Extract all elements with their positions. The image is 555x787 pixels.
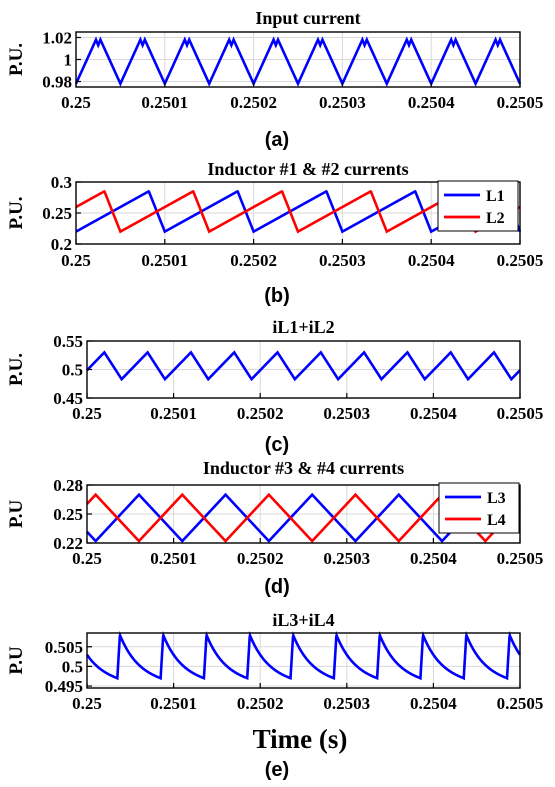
subplot-title: Inductor #3 & #4 currents [203,458,404,478]
subplot-title: Inductor #1 & #2 currents [207,159,408,179]
y-tick-label: 0.5 [62,657,83,676]
legend-label-l1: L1 [486,188,505,205]
y-tick-label: 0.55 [53,332,83,351]
subplot-0: 0.25 0.2501 0.2502 0.2503 0.2504 0.2505 0.98 1 1… [6,8,543,151]
y-tick-label: 0.98 [42,73,72,92]
series-line-l3 [86,492,521,543]
x-tick-label: 0.2503 [319,251,366,270]
subplot-caption: (c) [265,434,289,456]
y-tick-label: 0.28 [53,476,83,495]
y-tick-label: 0.25 [42,204,72,223]
y-tick-label: 0.45 [53,389,83,408]
y-tick-label: 0.5 [62,361,83,380]
y-tick-label: 0.495 [45,677,83,696]
y-axis-label: P.U [6,646,27,675]
y-tick-label: 0.3 [51,173,72,192]
x-tick-label: 0.2505 [497,93,544,112]
x-tick-label: 0.2501 [150,694,197,713]
x-tick-label: 0.25 [61,251,91,270]
x-tick-label: 0.2501 [150,404,197,423]
subplot-caption: (b) [264,285,290,307]
y-axis-label: P.U. [6,196,27,229]
series-line-0 [86,350,521,382]
x-tick-label: 0.2502 [237,694,284,713]
subplot-4: 0.25 0.2501 0.2502 0.2503 0.2504 0.25050.4950… [6,610,543,781]
y-axis-label: P.U [6,500,27,529]
x-tick-label: 0.2502 [237,549,284,568]
subplot-1: 0.25 0.2501 0.2502 0.2503 0.2504 0.25050.20.2… [6,159,543,307]
subplot-caption: (d) [264,576,290,598]
x-tick-label: 0.2502 [230,93,277,112]
subplot-caption: (a) [265,129,289,151]
x-tick-label: 0.2505 [497,251,544,270]
subplot-title: iL1+iL2 [272,317,334,337]
y-tick-label: 0.22 [53,534,83,553]
x-tick-label: 0.2505 [497,694,544,713]
legend-box [437,180,519,232]
x-tick-label: 0.25 [72,694,102,713]
x-tick-label: 0.2502 [230,251,277,270]
x-tick-label: 0.2502 [237,404,284,423]
x-tick-label: 0.2501 [150,549,197,568]
legend-label-l4: L4 [487,512,506,529]
series-line-0 [85,630,522,681]
subplot-2: 0.25 0.2501 0.2502 0.2503 0.2504 0.2505 0.45 0.… [6,317,543,456]
x-tick-label: 0.2504 [410,694,457,713]
x-tick-label: 0.25 [61,93,91,112]
x-tick-label: 0.2504 [408,93,455,112]
x-tick-label: 0.2501 [141,251,188,270]
legend-label-l3: L3 [487,490,506,507]
axes-box [86,632,521,689]
x-tick-label: 0.2501 [141,93,188,112]
x-tick-label: 0.2504 [410,549,457,568]
series-line-0 [74,36,522,87]
y-tick-label: 1.02 [42,29,72,48]
x-tick-label: 0.25 [72,549,102,568]
x-tick-label: 0.2504 [410,404,457,423]
x-tick-label: 0.2503 [319,93,366,112]
subplot-3: 0.25 0.2501 0.2502 0.2503 0.2504 0.25050.220.… [6,458,543,598]
subplot-caption: (e) [265,759,289,781]
subplot-title: iL3+iL4 [272,610,334,630]
x-tick-label: 0.2503 [323,694,370,713]
x-tick-label: 0.2503 [323,404,370,423]
x-axis-label: Time (s) [253,724,348,754]
x-tick-label: 0.2505 [497,404,544,423]
y-tick-label: 1 [64,51,73,70]
x-tick-label: 0.2504 [408,251,455,270]
x-tick-label: 0.25 [72,404,102,423]
subplot-title: Input current [255,8,360,28]
legend-box [438,482,520,534]
legend-label-l2: L2 [486,210,505,227]
y-tick-label: 0.505 [45,638,83,657]
y-axis-label: P.U. [6,43,27,76]
y-axis-label: P.U. [6,353,27,386]
y-tick-label: 0.2 [51,235,72,254]
x-tick-label: 0.2505 [497,549,544,568]
x-tick-label: 0.2503 [323,549,370,568]
y-tick-label: 0.25 [53,505,83,524]
